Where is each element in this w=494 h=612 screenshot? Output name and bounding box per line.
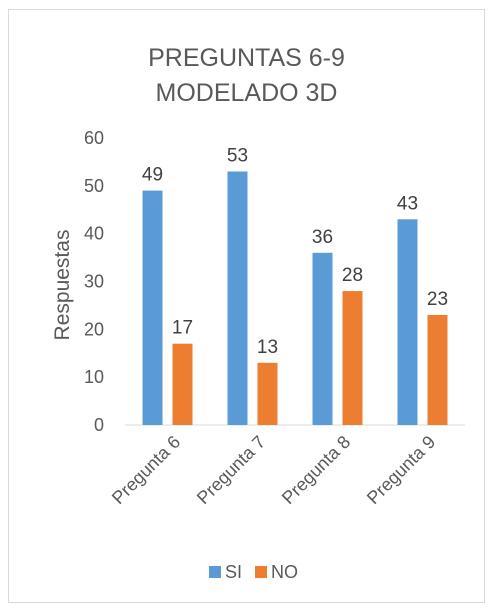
legend-swatch-si	[209, 566, 221, 578]
x-tick-label: Pregunta 9	[363, 432, 439, 508]
x-tick-label: Pregunta 6	[108, 432, 184, 508]
bar-si-4	[397, 219, 418, 425]
legend: SI NO	[209, 562, 298, 582]
bar-si-3	[312, 252, 333, 425]
bar-no-3	[342, 291, 363, 425]
data-label-no-3: 28	[342, 265, 363, 286]
y-tick-label: 10	[84, 367, 104, 387]
data-label-si-3: 36	[312, 227, 333, 248]
bar-no-1	[172, 343, 193, 425]
legend-swatch-no	[255, 566, 267, 578]
x-axis-ticks: Pregunta 6 Pregunta 7 Pregunta 8 Pregunta 9	[108, 432, 439, 508]
y-tick-label: 0	[94, 415, 104, 435]
bar-si-2	[227, 171, 248, 425]
x-tick-label: Pregunta 8	[278, 432, 354, 508]
legend-label-no: NO	[271, 562, 298, 582]
data-label-no-4: 23	[427, 289, 448, 310]
data-label-no-1: 17	[172, 318, 193, 339]
data-label-si-1: 49	[142, 165, 163, 186]
y-tick-label: 50	[84, 176, 104, 196]
y-tick-label: 30	[84, 272, 104, 292]
data-labels-group: 49 17 53 13 36 28 43 23	[142, 145, 448, 357]
y-tick-label: 40	[84, 224, 104, 244]
bar-no-4	[427, 314, 448, 425]
y-tick-label: 20	[84, 319, 104, 339]
data-label-si-4: 43	[397, 193, 418, 214]
y-axis-label: Respuestas	[51, 230, 74, 341]
chart-title-line-2: MODELADO 3D	[155, 79, 338, 107]
legend-label-si: SI	[225, 562, 242, 582]
x-tick-label: Pregunta 7	[193, 432, 269, 508]
bars-group	[142, 171, 448, 425]
bar-no-2	[257, 362, 278, 425]
y-axis-ticks: 0 10 20 30 40 50 60	[84, 128, 104, 435]
bar-si-1	[142, 190, 163, 425]
data-label-si-2: 53	[227, 145, 248, 166]
data-label-no-2: 13	[257, 337, 278, 358]
y-tick-label: 60	[84, 128, 104, 148]
chart-title-line-1: PREGUNTAS 6-9	[148, 44, 345, 72]
